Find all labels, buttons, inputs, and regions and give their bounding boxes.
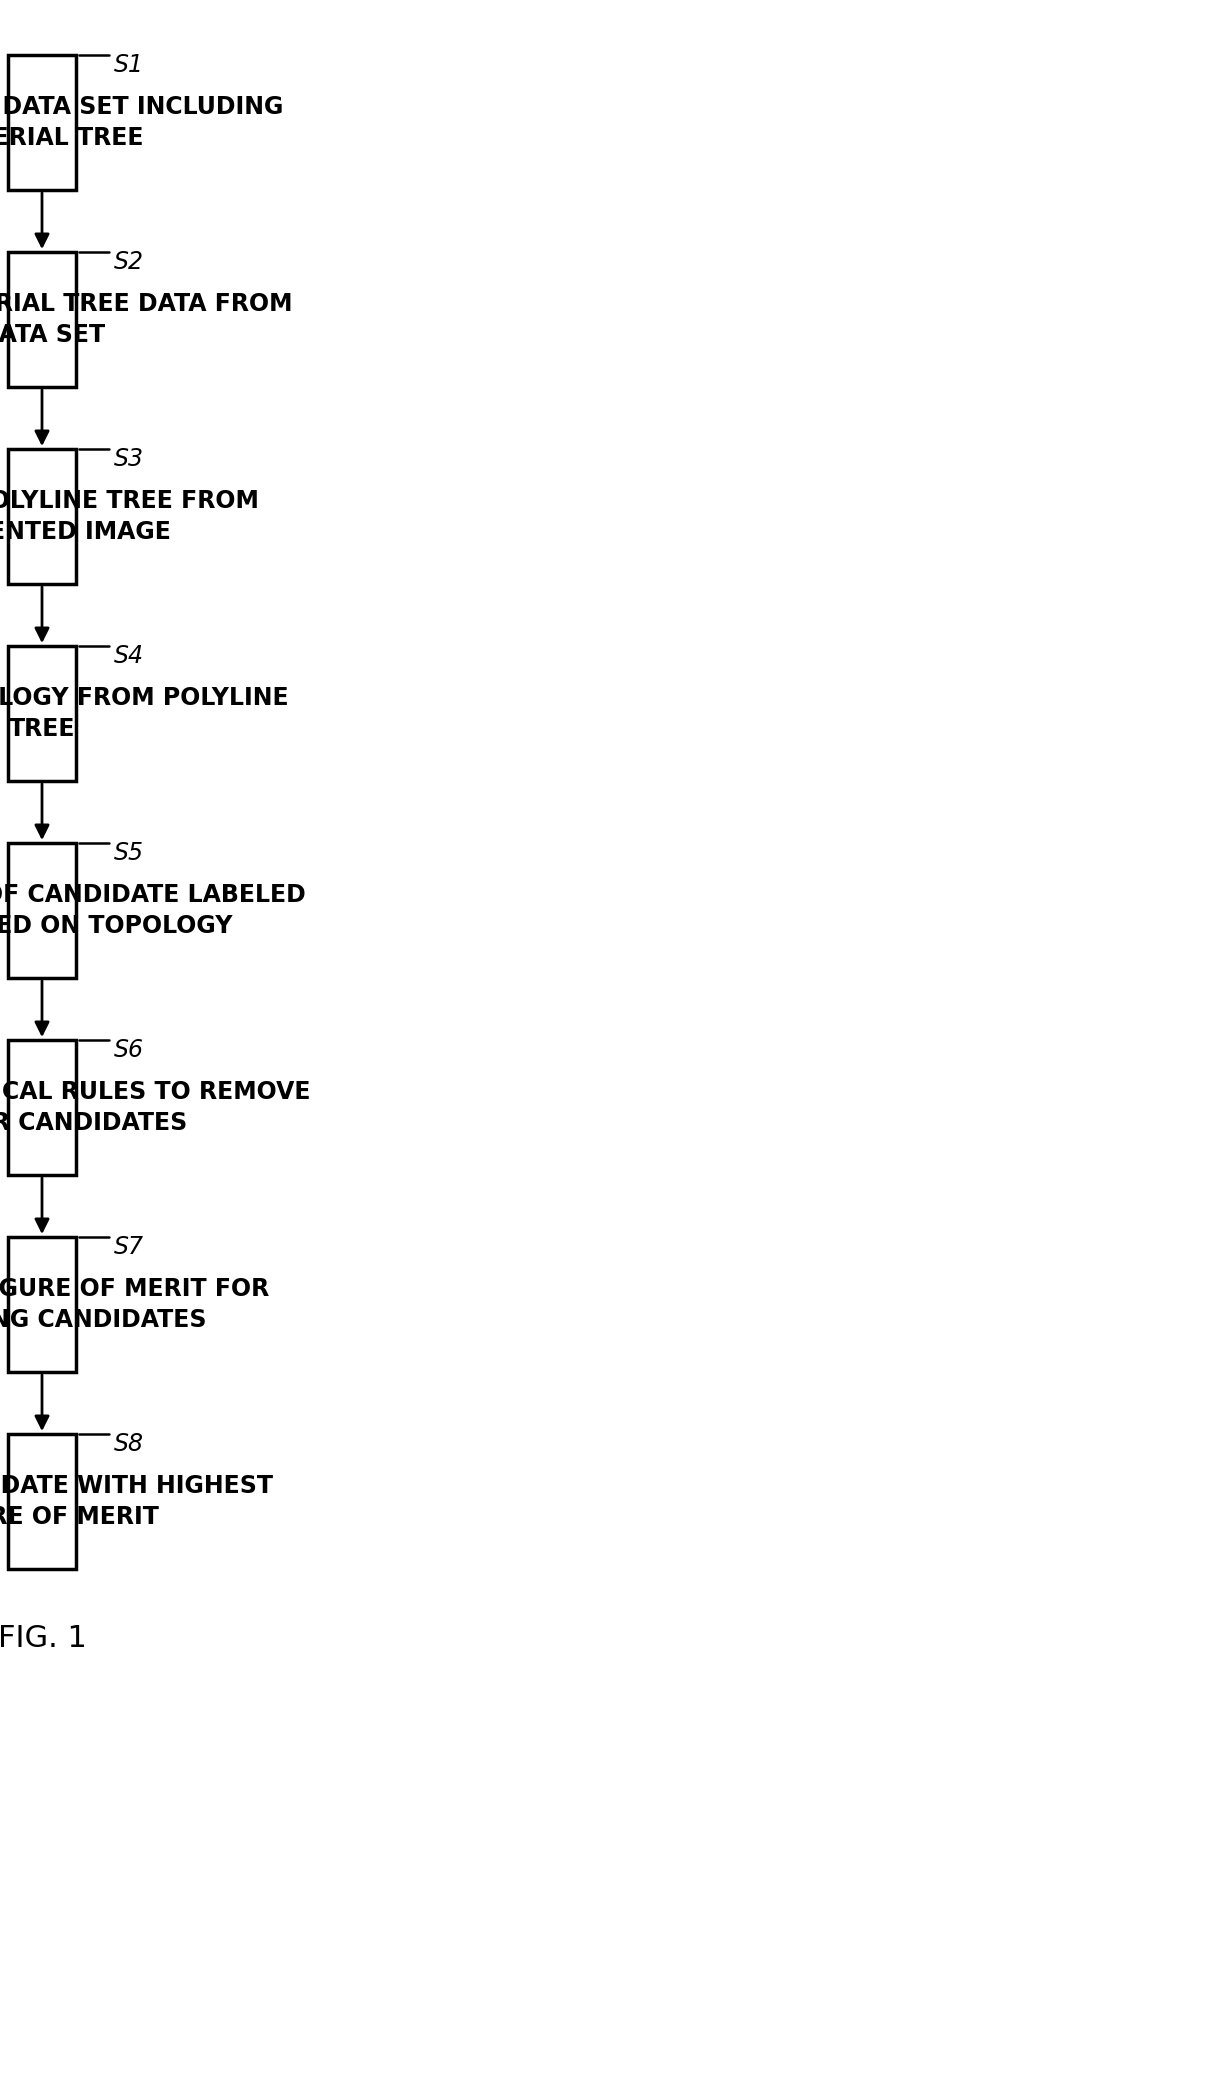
Bar bbox=[8, 842, 76, 977]
Text: S2: S2 bbox=[114, 249, 144, 274]
Bar bbox=[8, 1040, 76, 1175]
Text: S8: S8 bbox=[114, 1432, 144, 1455]
Text: GENERATE POLYLINE TREE FROM
SEGMENTED IMAGE: GENERATE POLYLINE TREE FROM SEGMENTED IM… bbox=[0, 489, 259, 545]
Bar bbox=[8, 54, 76, 189]
Text: FIG. 1: FIG. 1 bbox=[0, 1624, 86, 1653]
Bar bbox=[8, 1435, 76, 1570]
Text: S6: S6 bbox=[114, 1037, 144, 1062]
Text: EXTRACT TOPOLOGY FROM POLYLINE
TREE: EXTRACT TOPOLOGY FROM POLYLINE TREE bbox=[0, 686, 288, 742]
Text: OBTAIN IMAGE DATA SET INCLUDING
ARTERIAL TREE: OBTAIN IMAGE DATA SET INCLUDING ARTERIAL… bbox=[0, 96, 283, 150]
Bar bbox=[8, 252, 76, 387]
Text: S7: S7 bbox=[114, 1235, 144, 1260]
Text: S4: S4 bbox=[114, 644, 144, 667]
Text: S1: S1 bbox=[114, 52, 144, 77]
Text: CALCULATE FIGURE OF MERIT FOR
REMAINING CANDIDATES: CALCULATE FIGURE OF MERIT FOR REMAINING … bbox=[0, 1277, 269, 1333]
Text: S5: S5 bbox=[114, 842, 144, 865]
Text: SELECT CANDIDATE WITH HIGHEST
FIGURE OF MERIT: SELECT CANDIDATE WITH HIGHEST FIGURE OF … bbox=[0, 1474, 273, 1530]
Text: GENERATE SET OF CANDIDATE LABELED
TREES BASED ON TOPOLOGY: GENERATE SET OF CANDIDATE LABELED TREES … bbox=[0, 884, 305, 938]
Text: S3: S3 bbox=[114, 447, 144, 472]
Text: SEGMENT ARTERIAL TREE DATA FROM
DATA SET: SEGMENT ARTERIAL TREE DATA FROM DATA SET bbox=[0, 291, 293, 347]
Bar bbox=[8, 449, 76, 584]
Text: APPLY GEOMETRICAL RULES TO REMOVE
WEAKER CANDIDATES: APPLY GEOMETRICAL RULES TO REMOVE WEAKER… bbox=[0, 1079, 310, 1135]
Bar bbox=[8, 1237, 76, 1372]
Bar bbox=[8, 647, 76, 782]
